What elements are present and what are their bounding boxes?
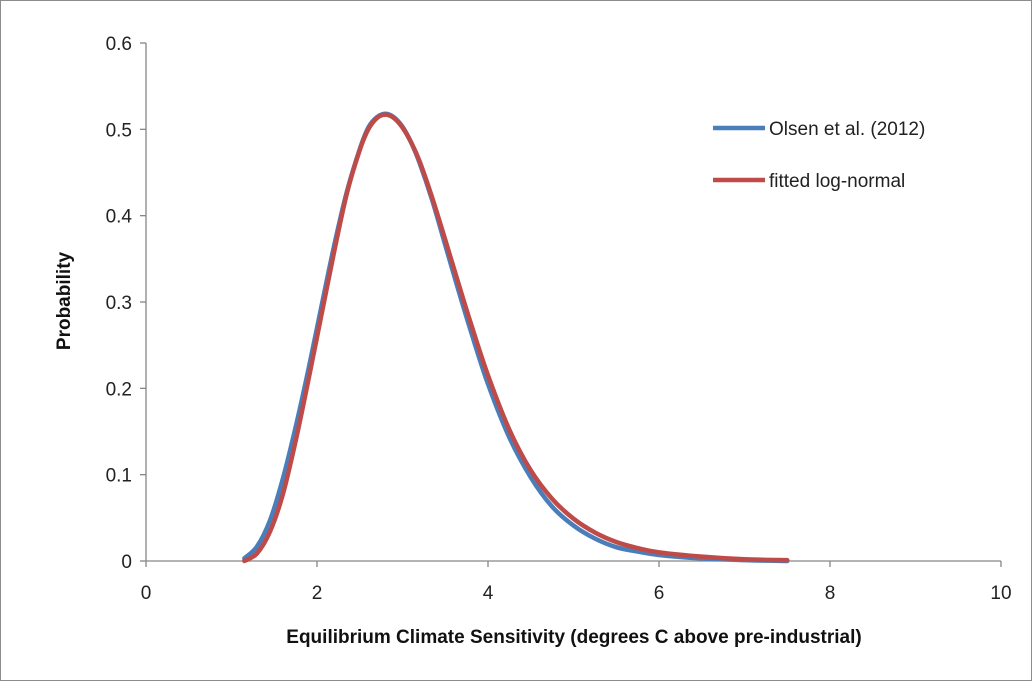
series-lines xyxy=(242,111,790,564)
y-tick-label: 0.5 xyxy=(106,120,132,141)
legend-label: Olsen et al. (2012) xyxy=(769,119,925,140)
y-tick-label: 0 xyxy=(121,552,132,573)
x-tick-label: 10 xyxy=(990,583,1011,604)
x-tick-label: 2 xyxy=(312,583,323,604)
legend-label: fitted log-normal xyxy=(769,171,905,192)
y-axis-title: Probability xyxy=(54,251,75,350)
x-tick-label: 4 xyxy=(483,583,494,604)
y-tick-label: 0.3 xyxy=(106,293,132,314)
legend: Olsen et al. (2012) fitted log-normal xyxy=(713,119,925,192)
y-tick-label: 0.4 xyxy=(106,207,133,228)
y-tick-label: 0.2 xyxy=(106,379,132,400)
x-axis-title: Equilibrium Climate Sensitivity (degrees… xyxy=(286,627,861,648)
x-tick-label: 0 xyxy=(141,583,152,604)
y-tick-label: 0.6 xyxy=(106,34,132,55)
y-tick-label: 0.1 xyxy=(106,466,132,487)
series-line-fitted-log-normal xyxy=(242,112,790,564)
x-tick-label: 8 xyxy=(825,583,836,604)
axes: 0 0.1 0.2 0.3 0.4 0.5 0.6 0 2 4 6 8 10 xyxy=(106,34,1012,604)
x-tick-label: 6 xyxy=(654,583,665,604)
series-line-olsen-et-al-2012 xyxy=(242,111,790,564)
